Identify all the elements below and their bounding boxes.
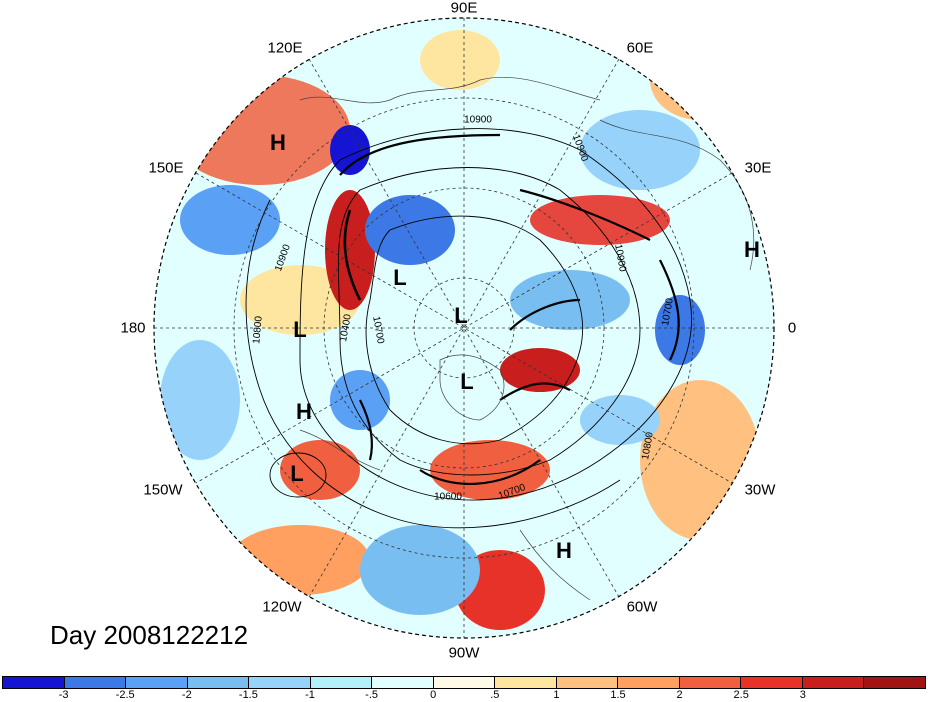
lon-label-150w: 150W [143,481,183,499]
colorbar-tick-label: -3 [58,689,69,701]
height-contours [245,128,692,529]
low-marker: L [290,461,304,486]
colorbar-swatch [618,677,680,688]
low-marker: L [293,317,307,342]
colorbar-tick-label: 0 [430,689,437,701]
contour-label: 10900 [464,114,492,126]
colorbar-swatch [3,677,65,688]
colorbar-tick-label: 1 [553,689,560,701]
contour-label: 10600 [434,491,462,503]
lon-label-150e: 150E [148,159,184,177]
lon-label-120w: 120W [262,598,302,616]
colorbar-swatch [310,677,373,688]
colorbar-tick-label: .5 [490,689,500,701]
graticule [154,18,774,638]
coastlines [299,76,755,601]
colorbar-swatch [433,677,496,688]
colorbar-swatch [741,677,803,688]
lon-label-90w: 90W [448,644,480,662]
low-marker: L [460,369,474,394]
low-marker: L [393,265,407,290]
map-boundary [153,17,775,639]
polar-map [153,17,775,639]
day-title: Day 2008122212 [50,620,249,650]
colorbar-tick-label: 2 [676,689,683,701]
colorbar-tick-label: 2.5 [733,689,749,701]
colorbar-swatch [802,677,865,688]
lon-label-0: 0 [787,319,797,337]
colorbar-swatch [64,677,127,688]
lon-label-120e: 120E [267,39,303,57]
lon-label-60w: 60W [626,598,658,616]
lon-label-30w: 30W [744,481,776,499]
colorbar-tick-label: -2 [181,689,192,701]
colorbar-tick-label: -.5 [365,689,379,701]
lon-label-90e: 90E [450,0,478,17]
colorbar-swatch [556,677,619,688]
colorbar-tick-label: 1.5 [610,689,626,701]
colorbar-tick-label: -1 [305,689,315,701]
colorbar-swatch [126,677,188,688]
lon-label-60e: 60E [626,39,654,57]
colorbar-swatch [372,677,434,688]
colorbar-tick-label: -2.5 [115,689,135,701]
colorbar [2,676,926,689]
colorbar-tick-label: 3 [799,689,806,701]
high-marker: H [296,399,312,424]
low-marker: L [454,303,468,328]
colorbar-swatch [249,677,311,688]
colorbar-swatch [864,677,925,688]
colorbar-swatch [679,677,742,688]
colorbar-swatch [495,677,557,688]
high-marker: H [270,130,286,155]
colorbar-swatch [187,677,250,688]
high-marker: H [744,237,760,262]
colorbar-tick-label: -1.5 [238,689,258,701]
high-marker: H [556,538,572,563]
lon-label-30e: 30E [744,159,772,177]
lon-label-180: 180 [120,319,146,337]
